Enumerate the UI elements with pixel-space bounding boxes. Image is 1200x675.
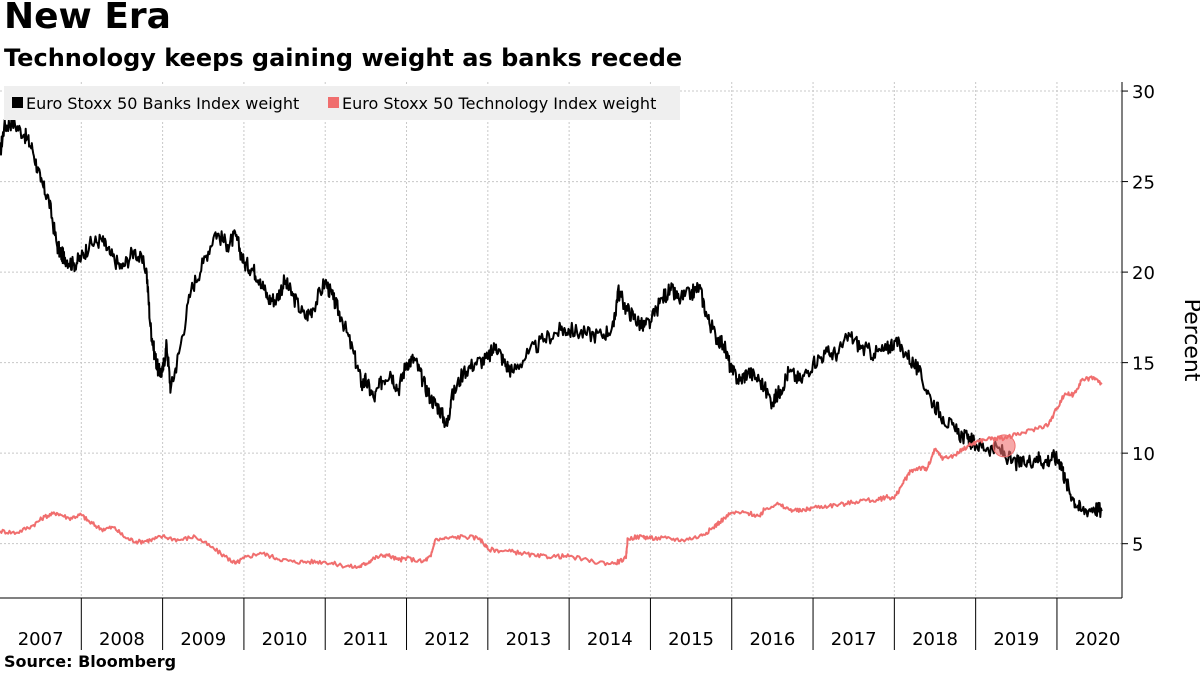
legend: Euro Stoxx 50 Banks Index weight Euro Sto… [4,86,680,120]
series-line-technology [0,375,1103,569]
y-tick-label: 10 [1132,444,1155,465]
axes: 5 10 15 20 25 30 2007 2008 2009 2010 2011 2012 2013 2… [0,82,1200,650]
y-tick-label: 25 [1132,173,1155,194]
crossover-marker [992,434,1016,458]
series-line-banks [0,115,1103,518]
x-tick-label: 2018 [912,629,958,650]
x-tick-label: 2009 [180,629,226,650]
legend-label-technology: Euro Stoxx 50 Technology Index weight [342,94,656,113]
legend-swatch-banks [12,97,23,108]
x-tick-label: 2007 [18,629,64,650]
chart-subtitle: Technology keeps gaining weight as banks… [4,44,683,72]
chart-title: New Era [4,0,171,37]
x-tick-label: 2019 [993,629,1039,650]
y-tick-label: 20 [1132,263,1155,284]
x-tick-label: 2013 [506,629,552,650]
x-tick-label: 2017 [831,629,877,650]
source-note: Source: Bloomberg [4,652,177,671]
legend-label-banks: Euro Stoxx 50 Banks Index weight [26,94,299,113]
grid-lines [0,82,1122,598]
x-tick-label: 2016 [749,629,795,650]
x-tick-label: 2010 [262,629,308,650]
x-tick-label: 2008 [99,629,145,650]
legend-box [4,86,680,120]
y-axis-label: Percent [1179,299,1200,382]
legend-swatch-technology [328,97,339,108]
x-tick-label: 2014 [587,629,633,650]
y-tick-label: 15 [1132,354,1155,375]
x-tick-label: 2012 [424,629,470,650]
x-tick-label: 2020 [1075,629,1121,650]
x-tick-label: 2015 [668,629,714,650]
series-lines [0,115,1103,569]
y-tick-label: 5 [1132,535,1143,556]
x-tick-label: 2011 [343,629,389,650]
y-tick-label: 30 [1132,82,1155,103]
